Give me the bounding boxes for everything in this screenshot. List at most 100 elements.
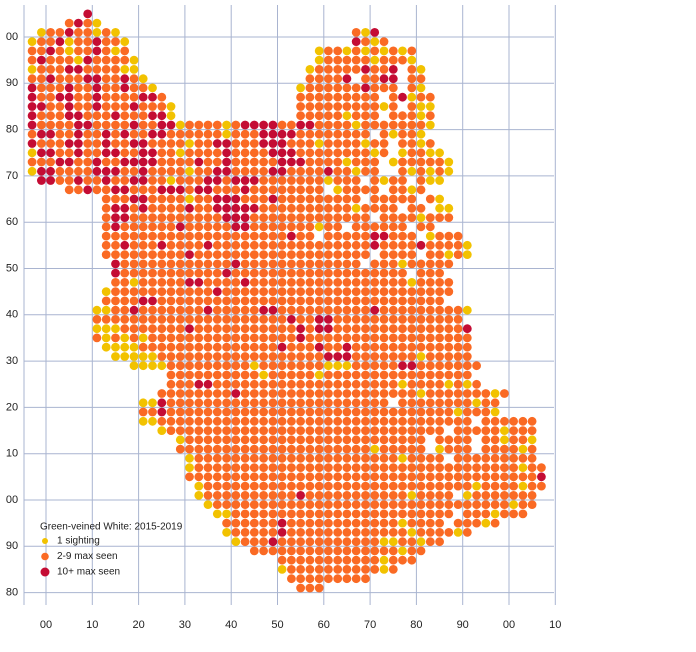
sighting-dot: [249, 453, 259, 463]
sighting-dot: [277, 250, 287, 259]
sighting-dot: [175, 139, 185, 148]
sighting-dot: [481, 398, 491, 408]
sighting-dot: [379, 361, 389, 371]
sighting-dot: [138, 305, 148, 315]
sighting-dot: [277, 509, 287, 519]
sighting-dot: [342, 111, 352, 121]
sighting-dot: [527, 463, 537, 472]
sighting-dot: [462, 398, 472, 408]
sighting-dot: [296, 555, 305, 565]
sighting-dot: [194, 231, 204, 241]
sighting-dot: [361, 287, 370, 296]
sighting-dot: [370, 259, 380, 269]
sighting-dot: [305, 305, 315, 315]
sighting-dot: [305, 315, 315, 324]
sighting-dot: [92, 315, 102, 324]
sighting-dot: [407, 194, 417, 204]
sighting-dot: [166, 148, 176, 158]
sighting-dot: [157, 111, 167, 121]
sighting-dot: [185, 407, 194, 417]
sighting-dot: [194, 305, 204, 315]
sighting-dot: [416, 472, 426, 482]
sighting-dot: [129, 83, 139, 93]
sighting-dot: [305, 583, 315, 593]
sighting-dot: [222, 176, 232, 185]
sighting-dot: [231, 435, 241, 445]
sighting-dot: [268, 537, 278, 547]
sighting-dot: [240, 203, 250, 213]
sighting-dot: [416, 111, 426, 121]
sighting-dot: [370, 102, 380, 111]
sighting-dot: [249, 148, 259, 158]
sighting-dot: [249, 491, 259, 500]
sighting-dot: [490, 416, 500, 426]
sighting-dot: [370, 528, 380, 537]
sighting-dot: [27, 37, 37, 46]
sighting-dot: [231, 379, 241, 389]
sighting-dot: [407, 444, 417, 454]
sighting-dot: [351, 500, 361, 509]
sighting-dot: [314, 324, 324, 334]
sighting-dot: [324, 352, 333, 361]
sighting-dot: [194, 157, 204, 167]
sighting-dot: [416, 166, 426, 176]
sighting-dot: [259, 398, 268, 408]
sighting-dot: [379, 333, 389, 343]
sighting-dot: [416, 435, 426, 445]
sighting-dot: [222, 500, 232, 509]
sighting-dot: [157, 194, 167, 204]
sighting-dot: [379, 203, 389, 213]
sighting-dot: [259, 389, 268, 398]
sighting-dot: [407, 240, 417, 250]
sighting-dot: [194, 129, 204, 139]
sighting-dot: [175, 426, 185, 435]
sighting-dot: [287, 555, 296, 565]
sighting-dot: [416, 296, 426, 306]
sighting-dot: [175, 315, 185, 324]
sighting-dot: [64, 92, 74, 102]
sighting-dot: [425, 463, 435, 472]
sighting-dot: [231, 259, 241, 269]
sighting-dot: [37, 37, 46, 46]
sighting-dot: [287, 361, 296, 371]
sighting-dot: [185, 315, 194, 324]
x-label: 30: [179, 619, 191, 631]
sighting-dot: [212, 444, 222, 454]
sighting-dot: [351, 315, 361, 324]
sighting-dot: [462, 481, 472, 491]
sighting-dot: [194, 416, 204, 426]
sighting-dot: [194, 296, 204, 306]
sighting-dot: [175, 259, 185, 269]
sighting-dot: [388, 92, 398, 102]
sighting-dot: [101, 222, 111, 232]
sighting-dot: [166, 176, 176, 185]
sighting-dot: [46, 139, 55, 148]
sighting-dot: [333, 518, 343, 528]
sighting-dot: [351, 426, 361, 435]
sighting-dot: [333, 111, 343, 121]
sighting-dot: [435, 528, 444, 537]
sighting-dot: [425, 472, 435, 482]
sighting-dot: [407, 83, 417, 93]
sighting-dot: [509, 509, 518, 519]
sighting-dot: [175, 361, 185, 371]
sighting-dot: [249, 398, 259, 408]
sighting-dot: [490, 444, 500, 454]
sighting-dot: [379, 305, 389, 315]
sighting-dot: [277, 333, 287, 343]
sighting-dot: [148, 278, 157, 287]
sighting-dot: [416, 65, 426, 74]
sighting-dot: [324, 129, 333, 139]
sighting-dot: [509, 426, 518, 435]
sighting-dot: [407, 342, 417, 352]
sighting-dot: [324, 203, 333, 213]
sighting-dot: [240, 361, 250, 371]
sighting-dot: [92, 92, 102, 102]
sighting-dot: [296, 250, 305, 259]
sighting-dot: [175, 268, 185, 278]
sighting-dot: [129, 268, 139, 278]
sighting-dot: [138, 83, 148, 93]
sighting-dot: [407, 65, 417, 74]
sighting-dot: [166, 250, 176, 259]
